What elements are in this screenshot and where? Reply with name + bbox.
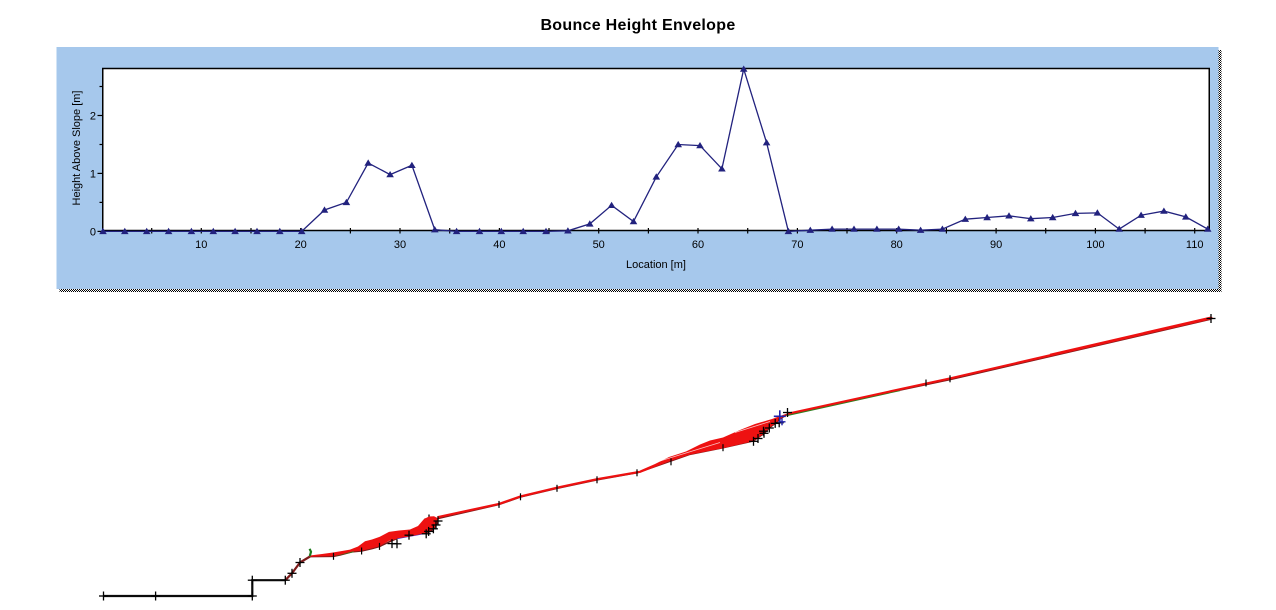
- svg-text:10: 10: [195, 239, 207, 251]
- svg-text:30: 30: [394, 239, 406, 251]
- svg-text:50: 50: [593, 239, 605, 251]
- svg-text:20: 20: [295, 239, 307, 251]
- svg-text:Height Above Slope [m]: Height Above Slope [m]: [71, 91, 83, 206]
- svg-text:90: 90: [990, 239, 1002, 251]
- svg-text:Bounce Height Envelope: Bounce Height Envelope: [540, 17, 735, 34]
- svg-text:1: 1: [90, 168, 96, 180]
- svg-text:0: 0: [90, 226, 96, 238]
- svg-text:40: 40: [493, 239, 505, 251]
- svg-text:110: 110: [1186, 239, 1204, 251]
- svg-text:80: 80: [891, 239, 903, 251]
- svg-text:60: 60: [692, 239, 704, 251]
- svg-text:100: 100: [1086, 239, 1104, 251]
- svg-text:Location [m]: Location [m]: [626, 259, 686, 271]
- svg-text:2: 2: [90, 111, 96, 123]
- svg-text:70: 70: [791, 239, 803, 251]
